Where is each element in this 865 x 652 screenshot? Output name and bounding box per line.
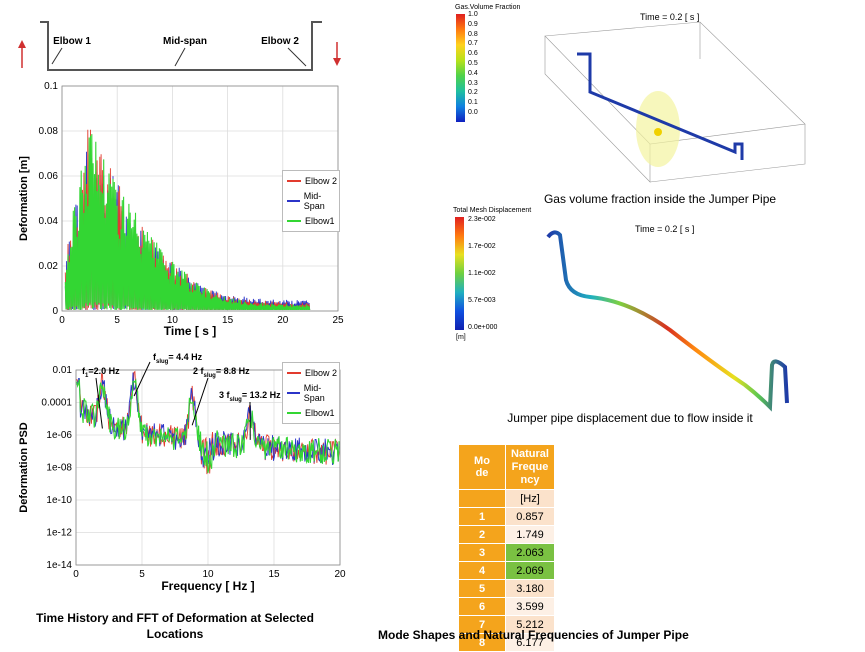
disp-legend-value: 1.1e-002 — [468, 270, 497, 297]
legend-entry: Elbow1 — [283, 211, 339, 231]
disp-legend-value: 5.7e-003 — [468, 297, 497, 324]
legend-entry: Elbow 2 — [283, 171, 339, 191]
outflow-arrow-head-icon — [333, 58, 341, 66]
gas-legend-title: Gas.Volume Fraction — [455, 4, 520, 11]
y-tick-label: 0.01 — [53, 365, 73, 376]
left-caption: Time History and FFT of Deformation at S… — [0, 610, 350, 642]
midspan-label: Mid-span — [163, 36, 207, 47]
3fslug-annotation: 3 fslug= 13.2 Hz — [219, 390, 281, 403]
x-tick-label: 0 — [59, 315, 65, 326]
disp-legend-value: 1.7e-002 — [468, 243, 497, 270]
mode-frequency: 0.857 — [506, 508, 555, 526]
f1-annotation: f1=2.0 Hz — [82, 366, 120, 379]
mode-frequency: 3.180 — [506, 580, 555, 598]
fft-chart-legend: Elbow 2 Mid-Span Elbow1 — [282, 362, 340, 424]
gas-pocket — [654, 128, 662, 136]
disp-colorbar — [455, 217, 464, 330]
y-tick-label: 0 — [52, 306, 58, 317]
series-line-elbow1 — [65, 134, 309, 310]
y-axis-label: Deformation [m] — [18, 156, 30, 241]
fslug-annotation: fslug= 4.4 Hz — [153, 352, 202, 365]
disp-caption: Jumper pipe displacement due to flow ins… — [460, 411, 800, 425]
elbow2-label: Elbow 2 — [261, 36, 299, 47]
x-tick-label: 5 — [114, 315, 120, 326]
disp-unit: [m] — [456, 334, 466, 341]
y-tick-label: 0.06 — [39, 171, 59, 182]
y-tick-label: 1e-14 — [46, 560, 72, 571]
y-tick-label: 1e-06 — [46, 430, 72, 441]
legend-entry: Mid-Span — [283, 191, 339, 211]
gas-legend-value: 0.2 — [468, 88, 478, 98]
mode-number: 5 — [459, 580, 506, 598]
gas-legend-value: 0.9 — [468, 20, 478, 30]
gas-legend-value: 1.0 — [468, 10, 478, 20]
disp-legend-value: 0.0e+000 — [468, 324, 497, 351]
y-tick-label: 0.1 — [44, 81, 58, 92]
y-tick-label: 0.04 — [39, 216, 59, 227]
x-tick-label: 15 — [222, 315, 234, 326]
x-axis-label: Frequency [ Hz ] — [161, 579, 254, 593]
y-tick-label: 1e-08 — [46, 463, 72, 474]
gas-colorbar — [456, 14, 465, 122]
y-tick-label: 1e-10 — [46, 495, 72, 506]
gas-legend-value: 0.1 — [468, 98, 478, 108]
x-tick-label: 0 — [73, 569, 79, 580]
gas-legend-value: 0.7 — [468, 39, 478, 49]
mode-number: 4 — [459, 562, 506, 580]
mode-number: 6 — [459, 598, 506, 616]
y-tick-label: 0.08 — [39, 126, 59, 137]
y-tick-label: 0.0001 — [41, 398, 72, 409]
gas-legend-value: 0.8 — [468, 30, 478, 40]
inflow-arrow-head-icon — [18, 40, 26, 48]
legend-entry: Mid-Span — [283, 383, 339, 403]
mode-frequency: 2.063 — [506, 544, 555, 562]
mode-frequency: 3.599 — [506, 598, 555, 616]
y-tick-label: 1e-12 — [46, 528, 72, 539]
y-tick-label: 0.02 — [39, 261, 59, 272]
x-tick-label: 5 — [139, 569, 145, 580]
right-caption: Mode Shapes and Natural Frequencies of J… — [378, 628, 689, 642]
x-tick-label: 25 — [332, 315, 344, 326]
gas-legend-value: 0.0 — [468, 108, 478, 118]
mode-number: 3 — [459, 544, 506, 562]
mode-frequency: 2.069 — [506, 562, 555, 580]
gas-legend-value: 0.3 — [468, 79, 478, 89]
mode-frequency: 1.749 — [506, 526, 555, 544]
x-axis-label: Time [ s ] — [164, 324, 216, 338]
time-chart-legend: Elbow 2 Mid-Span Elbow1 — [282, 170, 340, 232]
y-axis-label: Deformation PSD — [18, 422, 30, 513]
elbow1-label: Elbow 1 — [53, 36, 91, 47]
legend-entry: Elbow1 — [283, 403, 339, 423]
x-tick-label: 15 — [268, 569, 280, 580]
disp-pipe-render — [530, 225, 800, 415]
disp-pipe — [548, 232, 787, 407]
unit-cell: [Hz] — [506, 490, 555, 508]
mode-number: 1 — [459, 508, 506, 526]
pipe-schematic: Elbow 1 Mid-span Elbow 2 — [0, 0, 360, 90]
2fslug-annotation: 2 fslug= 8.8 Hz — [193, 366, 250, 379]
x-tick-label: 20 — [277, 315, 289, 326]
legend-entry: Elbow 2 — [283, 363, 339, 383]
gas-caption: Gas volume fraction inside the Jumper Pi… — [490, 192, 830, 206]
gas-legend-value: 0.5 — [468, 59, 478, 69]
disp-legend-title: Total Mesh Displacement — [453, 207, 531, 214]
x-tick-label: 20 — [334, 569, 346, 580]
gas-pipe-render — [530, 14, 820, 184]
mode-number: 2 — [459, 526, 506, 544]
disp-legend-value: 2.3e-002 — [468, 216, 497, 243]
gas-legend-value: 0.4 — [468, 69, 478, 79]
gas-legend-value: 0.6 — [468, 49, 478, 59]
